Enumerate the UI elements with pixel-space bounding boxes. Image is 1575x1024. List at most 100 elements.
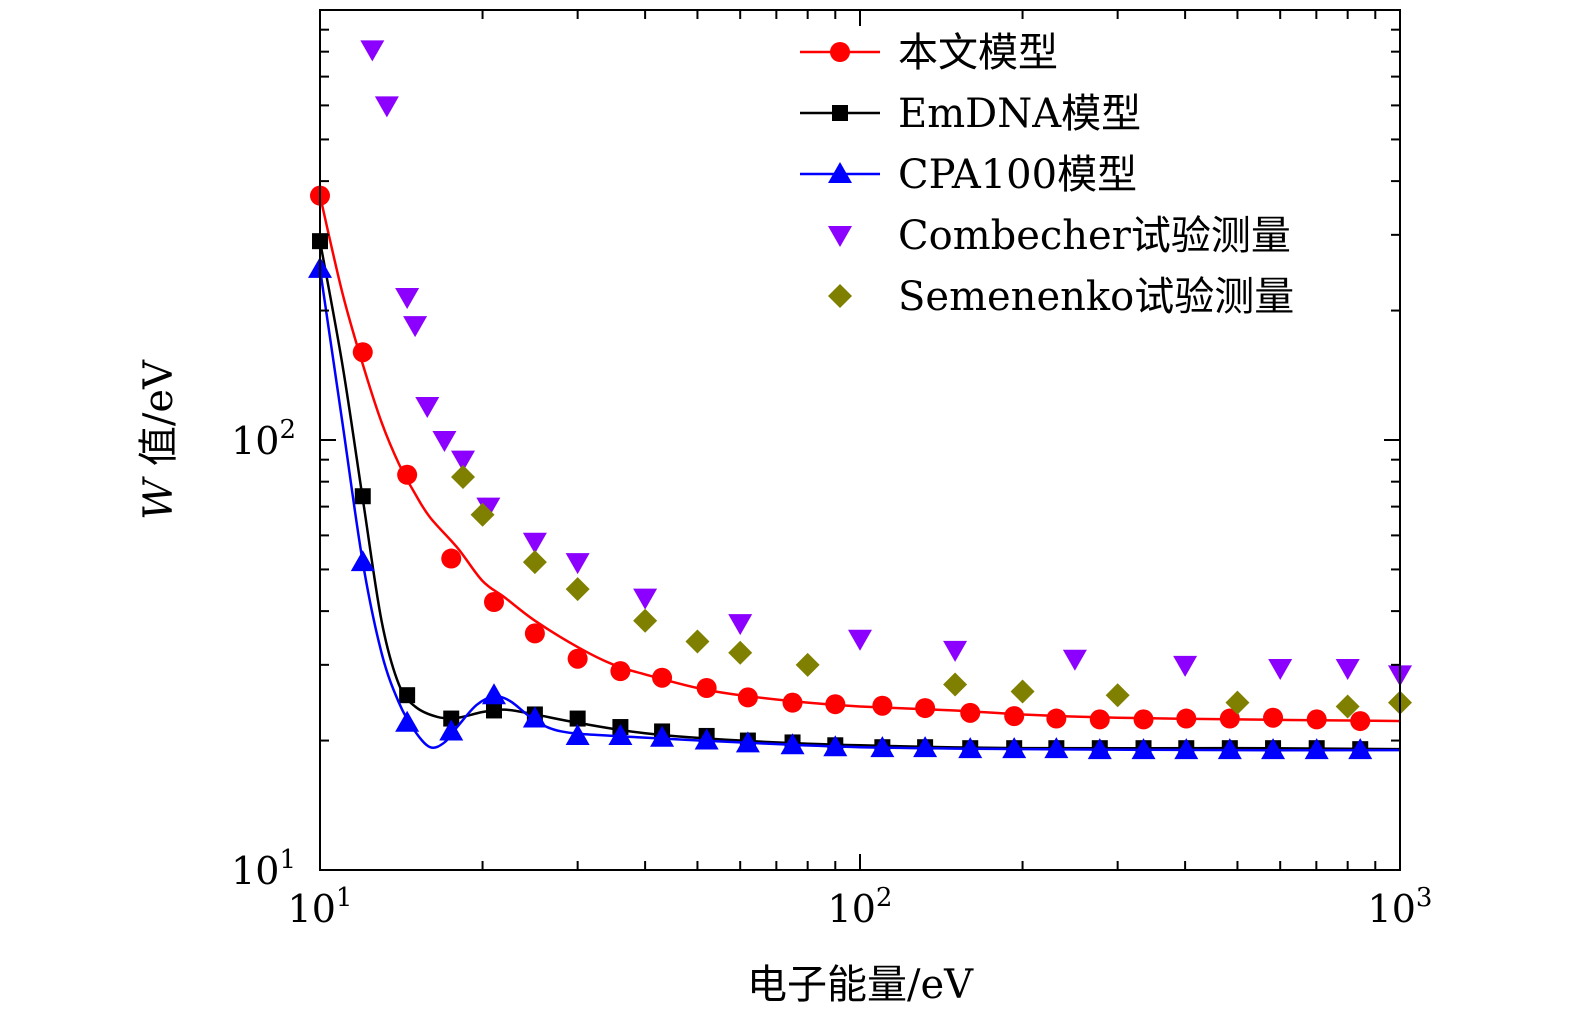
data-point xyxy=(782,692,803,713)
data-point xyxy=(795,652,820,677)
data-point xyxy=(451,465,476,490)
data-point xyxy=(1261,738,1286,760)
data-point xyxy=(610,661,631,682)
data-point xyxy=(1004,706,1025,727)
legend-marker xyxy=(832,105,848,121)
data-point xyxy=(441,548,462,569)
data-point xyxy=(823,735,848,757)
data-point xyxy=(943,672,968,697)
data-point xyxy=(1002,737,1027,759)
data-point xyxy=(1176,708,1197,729)
series-layer xyxy=(308,40,1412,760)
data-point xyxy=(522,532,547,554)
data-point xyxy=(1335,658,1360,680)
legend-marker xyxy=(828,162,852,183)
data-point xyxy=(483,592,504,613)
data-point xyxy=(696,678,717,699)
data-point xyxy=(374,96,399,118)
plot-frame xyxy=(319,9,1401,871)
data-point xyxy=(476,497,501,519)
data-point xyxy=(569,710,586,727)
legend-item: CPA100模型 xyxy=(800,152,1137,198)
data-point xyxy=(481,683,506,705)
data-point xyxy=(354,488,371,505)
data-point xyxy=(652,667,673,688)
data-point xyxy=(1010,679,1035,704)
data-point xyxy=(352,342,373,363)
legend-item: Semenenko试验测量 xyxy=(828,274,1294,320)
y-axis-title-italic: W xyxy=(136,476,182,520)
legend-marker xyxy=(828,284,852,308)
ticks-layer xyxy=(319,10,1401,871)
data-point xyxy=(825,694,846,715)
legend: 本文模型 EmDNA模型 CPA100模型 Combecher试验测量 Semenenk… xyxy=(800,30,1294,320)
data-point xyxy=(399,687,416,704)
series-5 xyxy=(451,465,1412,719)
legend-label: CPA100模型 xyxy=(898,152,1137,198)
data-point xyxy=(565,553,590,575)
data-point xyxy=(737,687,758,708)
data-point xyxy=(565,577,590,602)
data-point xyxy=(451,450,476,472)
data-point xyxy=(1225,690,1250,715)
data-point xyxy=(350,550,375,572)
series-1 xyxy=(310,185,1401,732)
data-point xyxy=(565,723,590,745)
legend-item: Combecher试验测量 xyxy=(828,213,1291,259)
data-point xyxy=(694,728,719,750)
legend-marker xyxy=(828,226,852,247)
y-tick-label: 102 xyxy=(231,415,296,463)
data-point xyxy=(1350,711,1371,732)
data-point xyxy=(943,640,968,662)
x-tick-label: 102 xyxy=(828,883,893,931)
data-point xyxy=(522,550,547,575)
data-point xyxy=(735,731,760,753)
tick-labels-layer: 101 102 103 101 102 xyxy=(231,415,1432,931)
data-point xyxy=(1173,655,1198,677)
legend-item: EmDNA模型 xyxy=(800,91,1141,137)
data-point xyxy=(728,640,753,665)
legend-label: EmDNA模型 xyxy=(898,91,1141,137)
data-point xyxy=(958,737,983,759)
data-point xyxy=(395,288,420,310)
data-point xyxy=(780,733,805,755)
data-point xyxy=(1131,738,1156,760)
data-point xyxy=(567,648,588,669)
data-point xyxy=(415,396,440,418)
x-tick-label: 101 xyxy=(288,883,353,931)
data-point xyxy=(524,623,545,644)
x-tick-label: 103 xyxy=(1368,883,1433,931)
data-point xyxy=(1087,738,1112,760)
data-point xyxy=(522,706,547,728)
x-axis-title: 电子能量/eV xyxy=(747,962,974,1008)
data-point xyxy=(403,316,428,338)
data-point xyxy=(397,464,418,485)
legend-label: Semenenko试验测量 xyxy=(898,274,1294,320)
data-point xyxy=(1174,738,1199,760)
data-point xyxy=(1105,683,1130,708)
data-point xyxy=(1219,708,1240,729)
data-point xyxy=(1304,738,1329,760)
data-point xyxy=(1268,658,1293,680)
legend-label: Combecher试验测量 xyxy=(898,213,1291,259)
data-point xyxy=(1306,709,1327,730)
series-4 xyxy=(360,40,1412,687)
series-3 xyxy=(308,256,1401,760)
data-point xyxy=(1263,707,1284,728)
data-point xyxy=(432,431,457,452)
data-point xyxy=(439,719,464,741)
data-point xyxy=(443,710,460,727)
data-point xyxy=(913,736,938,758)
data-point xyxy=(485,702,502,719)
y-axis-title: W 值/eV xyxy=(136,359,182,520)
data-point xyxy=(1335,694,1360,719)
legend-marker xyxy=(830,42,850,62)
data-point xyxy=(608,723,633,745)
data-point xyxy=(1217,738,1242,760)
y-axis-title-rest: 值/eV xyxy=(136,359,182,479)
data-point xyxy=(685,629,710,654)
data-point xyxy=(848,629,872,651)
data-point xyxy=(870,736,895,758)
data-point xyxy=(728,614,753,636)
